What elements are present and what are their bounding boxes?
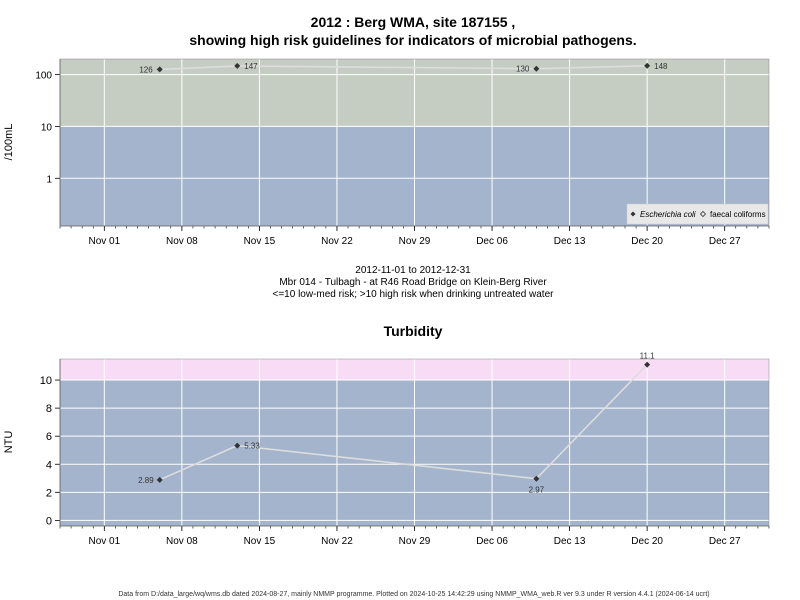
legend-faecal-label: faecal coliforms xyxy=(710,210,766,219)
chart2-data-point xyxy=(234,442,241,449)
chart2-ytick-label: 2 xyxy=(46,487,52,499)
chart2-title: Turbidity xyxy=(384,323,443,339)
chart1-xtick-label: Nov 08 xyxy=(166,236,198,247)
chart2-series-line xyxy=(159,364,648,481)
chart1-data-label: 148 xyxy=(654,62,668,71)
chart1-data-point xyxy=(234,62,241,69)
chart1-series-line xyxy=(159,64,648,71)
chart1-data-label: 126 xyxy=(139,65,153,74)
chart1-subtitle-guideline: <=10 low-med risk; >10 high risk when dr… xyxy=(273,289,555,300)
chart1-legend: Escherichia coli faecal coliforms xyxy=(626,203,769,225)
chart1-xtick-label: Nov 22 xyxy=(321,236,353,247)
chart1-xtick-label: Nov 15 xyxy=(244,236,276,247)
chart1-panel: Nov 01 Nov 08 Nov 15 Nov 22 Nov 29 Dec 06 Dec … xyxy=(35,58,770,247)
chart2-ylabel: NTU xyxy=(3,431,15,454)
chart1-frame xyxy=(59,58,770,227)
chart1-xtick-label: Dec 06 xyxy=(476,236,508,247)
chart2-xtick-label: Nov 22 xyxy=(321,536,353,547)
chart1-subtitle-dates: 2012-11-01 to 2012-12-31 xyxy=(355,265,471,276)
chart1-ytick-label: 10 xyxy=(41,122,53,133)
chart1-data-point xyxy=(644,62,651,69)
chart2-ytick-label: 0 xyxy=(46,515,52,527)
legend-background xyxy=(626,203,769,225)
chart1-title: 2012 : Berg WMA, site 187155 , xyxy=(311,14,516,30)
chart1-xtick-label: Dec 27 xyxy=(709,236,741,247)
chart1-title-line2: showing high risk guidelines for indicat… xyxy=(189,32,636,48)
chart2-ytick-label: 10 xyxy=(40,375,52,387)
chart2-data-point xyxy=(156,476,163,483)
chart2-data-label: 2.97 xyxy=(529,486,545,495)
chart2-xtick-label: Nov 01 xyxy=(88,536,120,547)
chart2-data-label: 2.89 xyxy=(138,476,154,485)
chart2-xtick-label: Dec 27 xyxy=(709,536,741,547)
chart2-xtick-label: Nov 29 xyxy=(399,536,431,547)
chart1-data-label: 130 xyxy=(516,65,530,74)
chart2-xtick-label: Nov 08 xyxy=(166,536,198,547)
chart2-panel: Nov 01 Nov 08 Nov 15 Nov 22 Nov 29 Dec 06 Dec … xyxy=(40,352,770,547)
chart2-data-point xyxy=(644,361,651,368)
chart2-data-label: 11.1 xyxy=(640,352,656,361)
chart2-xtick-label: Nov 15 xyxy=(244,536,276,547)
legend-ecoli-marker xyxy=(630,211,636,217)
chart1-ytick-label: 100 xyxy=(35,71,52,82)
footer-note: Data from D:/data_large/wq/wms.db dated … xyxy=(118,591,709,598)
chart1-xtick-label: Nov 01 xyxy=(88,236,120,247)
chart1-subtitle-site: Mbr 014 - Tulbagh - at R46 Road Bridge o… xyxy=(279,277,547,288)
chart2-data-point xyxy=(533,475,540,482)
chart2-xtick-label: Dec 20 xyxy=(631,536,663,547)
chart2-ytick-label: 6 xyxy=(46,431,52,443)
chart2-xtick-label: Dec 13 xyxy=(554,536,586,547)
chart1-ylabel: /100mL xyxy=(3,124,15,161)
chart1-ytick-label: 1 xyxy=(46,174,52,185)
chart1-data-label: 147 xyxy=(244,62,258,71)
chart2-xtick-label: Dec 06 xyxy=(476,536,508,547)
chart2-frame xyxy=(59,358,770,527)
legend-ecoli-label: Escherichia coli xyxy=(640,210,696,219)
chart2-data-label: 5.33 xyxy=(244,442,260,451)
chart1-xtick-label: Dec 13 xyxy=(554,236,586,247)
chart1-xtick-label: Nov 29 xyxy=(399,236,431,247)
chart1-data-point xyxy=(156,66,163,73)
chart2-ytick-label: 8 xyxy=(46,403,52,415)
chart1-xtick-label: Dec 20 xyxy=(631,236,663,247)
legend-faecal-marker xyxy=(699,210,707,218)
chart2-ytick-label: 4 xyxy=(46,459,52,471)
chart1-data-point xyxy=(533,65,540,72)
